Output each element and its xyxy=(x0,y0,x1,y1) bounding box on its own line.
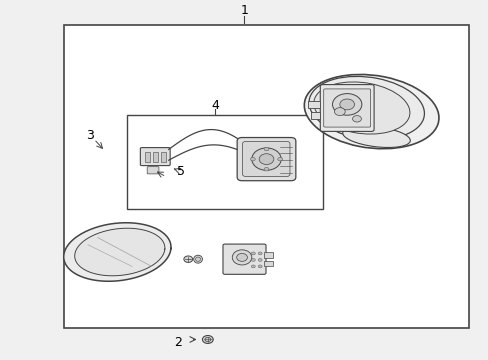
FancyBboxPatch shape xyxy=(140,148,170,166)
Ellipse shape xyxy=(195,257,200,261)
Text: 5: 5 xyxy=(177,165,184,178)
Ellipse shape xyxy=(193,255,202,263)
Ellipse shape xyxy=(258,265,262,268)
Ellipse shape xyxy=(251,148,281,170)
Ellipse shape xyxy=(251,252,255,255)
Ellipse shape xyxy=(313,82,409,134)
Bar xyxy=(127,115,322,209)
Ellipse shape xyxy=(202,336,213,343)
Text: 1: 1 xyxy=(240,4,248,17)
Ellipse shape xyxy=(304,75,438,149)
Polygon shape xyxy=(307,101,320,108)
Bar xyxy=(264,261,272,266)
Ellipse shape xyxy=(264,147,268,151)
Ellipse shape xyxy=(264,167,268,171)
Ellipse shape xyxy=(332,94,361,115)
FancyBboxPatch shape xyxy=(237,138,295,181)
Ellipse shape xyxy=(339,99,354,110)
Ellipse shape xyxy=(334,108,345,116)
FancyBboxPatch shape xyxy=(223,244,265,274)
Ellipse shape xyxy=(308,76,424,140)
Polygon shape xyxy=(63,223,171,281)
Ellipse shape xyxy=(236,253,247,261)
FancyBboxPatch shape xyxy=(323,89,370,127)
Bar xyxy=(161,152,165,162)
FancyBboxPatch shape xyxy=(147,167,159,174)
Bar xyxy=(63,25,468,328)
Ellipse shape xyxy=(259,154,273,165)
Ellipse shape xyxy=(183,256,192,262)
Ellipse shape xyxy=(250,157,255,161)
Ellipse shape xyxy=(258,252,262,255)
Ellipse shape xyxy=(258,258,262,261)
Ellipse shape xyxy=(342,126,409,148)
Ellipse shape xyxy=(251,265,255,268)
FancyBboxPatch shape xyxy=(242,141,289,176)
Ellipse shape xyxy=(251,258,255,261)
Text: 4: 4 xyxy=(211,99,219,112)
Text: 2: 2 xyxy=(174,336,182,349)
Ellipse shape xyxy=(352,116,361,122)
Bar xyxy=(153,152,158,162)
Ellipse shape xyxy=(232,250,251,265)
Ellipse shape xyxy=(277,157,282,161)
FancyBboxPatch shape xyxy=(320,85,373,131)
Bar xyxy=(145,152,150,162)
Polygon shape xyxy=(310,112,320,119)
Text: 3: 3 xyxy=(86,129,94,141)
Polygon shape xyxy=(75,228,164,276)
Ellipse shape xyxy=(204,337,210,342)
Bar xyxy=(264,252,272,258)
